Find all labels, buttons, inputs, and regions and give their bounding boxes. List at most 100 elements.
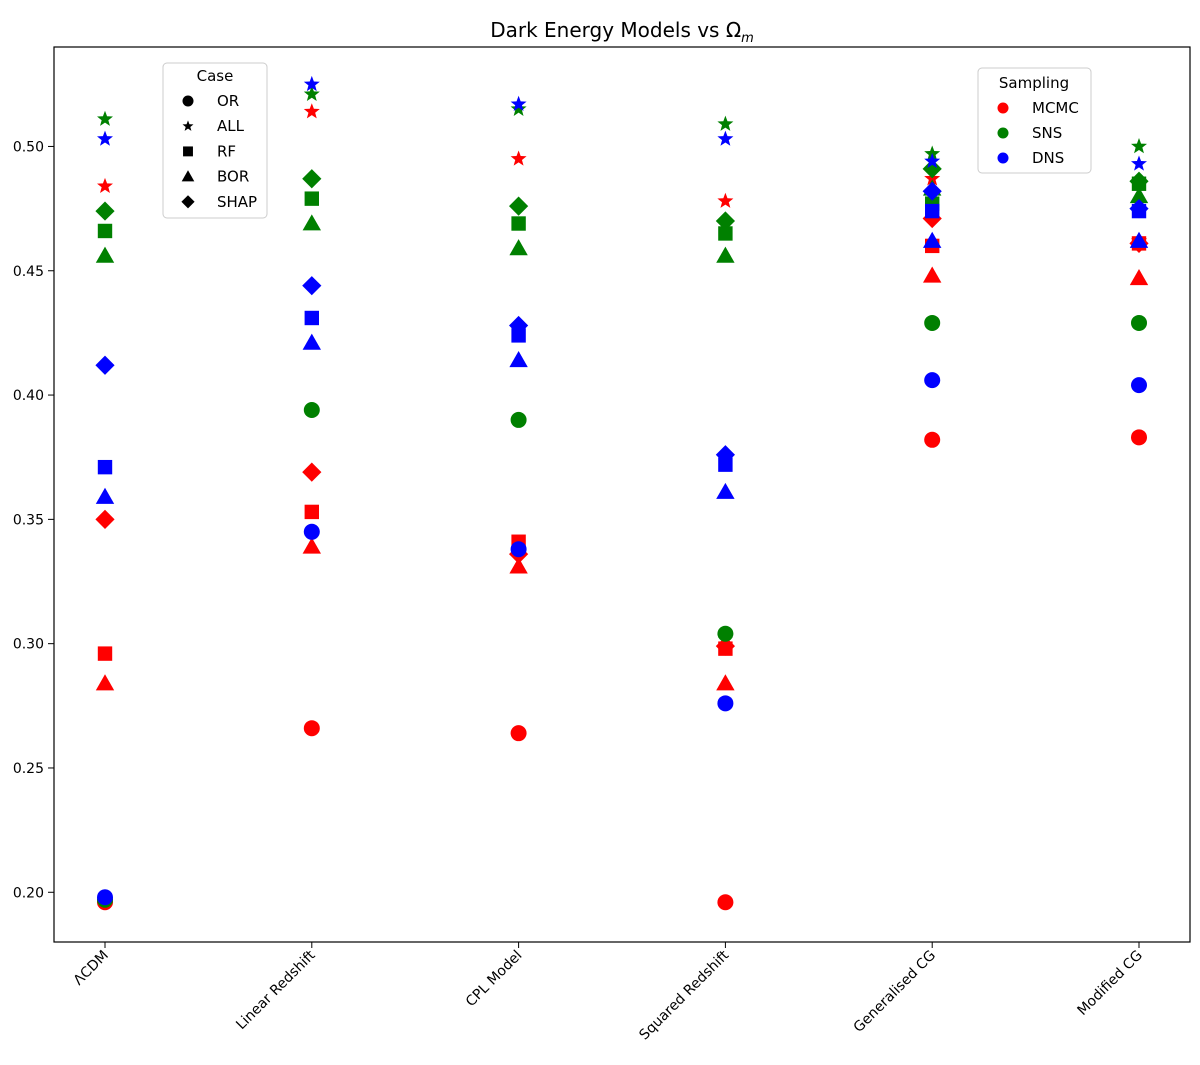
data-point-sns-or <box>924 314 941 331</box>
legend-case-title: Case <box>197 67 234 85</box>
x-tick-label: Linear Redshift <box>233 947 319 1033</box>
chart-title-main: Dark Energy Models vs Ω <box>490 18 741 42</box>
plot-frame <box>53 46 1191 943</box>
data-point-dns-bor <box>923 231 942 248</box>
data-point-sns-bor <box>302 214 321 231</box>
data-point-mcmc-all <box>97 177 113 194</box>
data-point-dns-all <box>924 152 941 169</box>
data-points <box>95 75 1149 911</box>
x-tick-label: ΛCDM <box>71 948 112 989</box>
legend-sampling-label: DNS <box>1032 149 1064 167</box>
data-point-mcmc-or <box>1131 429 1147 446</box>
data-point-mcmc-shap <box>715 636 735 656</box>
y-tick-label: 0.45 <box>13 264 44 280</box>
data-point-mcmc-rf <box>304 504 319 520</box>
data-point-dns-bor <box>509 351 528 368</box>
data-point-mcmc-bor <box>716 674 735 691</box>
data-point-sns-all <box>717 115 734 131</box>
data-point-dns-shap <box>95 355 115 375</box>
data-point-dns-rf <box>718 457 733 472</box>
y-tick-label: 0.25 <box>13 761 44 777</box>
data-point-dns-rf <box>925 203 940 219</box>
data-point-dns-bor <box>302 333 321 350</box>
data-point-mcmc-bor <box>302 537 321 554</box>
legend-case-marker <box>183 146 193 157</box>
legend-sampling-frame <box>977 67 1092 174</box>
data-point-sns-shap <box>715 211 735 231</box>
data-point-sns-bor <box>95 246 115 263</box>
data-point-mcmc-or <box>717 894 734 911</box>
data-point-sns-bor <box>1129 186 1149 204</box>
data-point-dns-rf <box>511 328 526 343</box>
x-tick-label: Modified CG <box>1075 948 1146 1019</box>
data-point-sns-shap <box>95 201 115 221</box>
legend-case-marker <box>182 120 194 131</box>
legend-case-marker <box>182 95 194 107</box>
data-point-mcmc-all <box>510 150 527 166</box>
y-tick-label: 0.35 <box>13 512 44 528</box>
data-point-sns-shap <box>922 159 942 179</box>
chart-title: Dark Energy Models vs Ωm <box>490 18 754 46</box>
x-tick-label: CPL Model <box>463 948 526 1011</box>
data-point-dns-bor <box>716 482 735 499</box>
legend-sampling: Sampling MCMC SNS DNS <box>977 67 1092 174</box>
data-point-dns-bor <box>1129 231 1149 248</box>
data-point-dns-shap <box>302 276 322 296</box>
legend-sampling-label: MCMC <box>1032 99 1079 117</box>
data-point-sns-rf <box>511 216 526 231</box>
data-point-sns-rf <box>97 223 113 239</box>
y-tick-label: 0.40 <box>13 388 44 404</box>
data-point-sns-shap <box>1129 171 1149 191</box>
x-tick-label: Squared Redshift <box>636 947 732 1043</box>
data-point-sns-or <box>510 411 527 428</box>
data-point-mcmc-or <box>924 431 941 448</box>
data-point-dns-all <box>97 130 113 146</box>
legend-sampling-marker <box>997 102 1009 114</box>
x-tick-label: Generalised CG <box>851 948 939 1036</box>
data-point-sns-bor <box>716 246 735 263</box>
data-point-dns-or <box>1131 377 1147 394</box>
data-point-sns-shap <box>302 169 322 189</box>
data-point-sns-bor <box>509 239 528 256</box>
data-point-sns-all <box>1131 138 1147 154</box>
data-point-mcmc-bor <box>1129 269 1149 286</box>
legend-sampling-marker <box>997 152 1009 164</box>
data-point-dns-shap <box>1129 198 1149 219</box>
legend-sampling-title: Sampling <box>999 74 1069 92</box>
data-point-dns-shap <box>509 315 529 336</box>
data-point-dns-all <box>510 95 527 111</box>
data-point-dns-rf <box>97 459 113 475</box>
data-point-mcmc-shap <box>302 462 322 482</box>
data-point-dns-bor <box>95 487 115 504</box>
data-point-dns-all <box>303 75 320 92</box>
data-point-sns-rf <box>718 226 733 241</box>
data-point-mcmc-rf <box>97 646 113 661</box>
data-point-dns-or <box>510 541 527 558</box>
data-point-sns-or <box>717 625 734 642</box>
data-point-dns-rf <box>304 310 319 326</box>
data-point-mcmc-or <box>510 725 527 742</box>
legend-case-marker <box>181 170 195 182</box>
y-tick-label: 0.50 <box>13 139 44 155</box>
data-point-sns-all <box>97 110 113 126</box>
data-point-mcmc-bor <box>95 674 115 691</box>
legend-sampling-label: SNS <box>1032 124 1062 142</box>
legend-case-label: BOR <box>217 168 249 186</box>
data-point-mcmc-all <box>717 192 734 208</box>
data-point-dns-or <box>924 372 941 389</box>
data-point-dns-all <box>1131 155 1147 171</box>
data-point-dns-shap <box>715 445 735 465</box>
data-point-sns-all <box>510 100 527 116</box>
data-point-dns-or <box>303 523 320 540</box>
data-point-dns-or <box>717 695 734 712</box>
data-point-dns-all <box>717 130 734 146</box>
data-point-mcmc-bor <box>509 557 528 574</box>
legend-case: Case OR ALL RF BOR SHAP <box>162 62 268 219</box>
legends: Case OR ALL RF BOR SHAP Sampling MCMC SNS DNS <box>162 62 1092 219</box>
data-point-sns-rf <box>304 191 319 206</box>
data-point-dns-shap <box>922 181 942 201</box>
data-point-mcmc-bor <box>923 266 942 283</box>
data-point-mcmc-or <box>303 720 320 737</box>
chart-title-subscript: m <box>741 31 754 46</box>
